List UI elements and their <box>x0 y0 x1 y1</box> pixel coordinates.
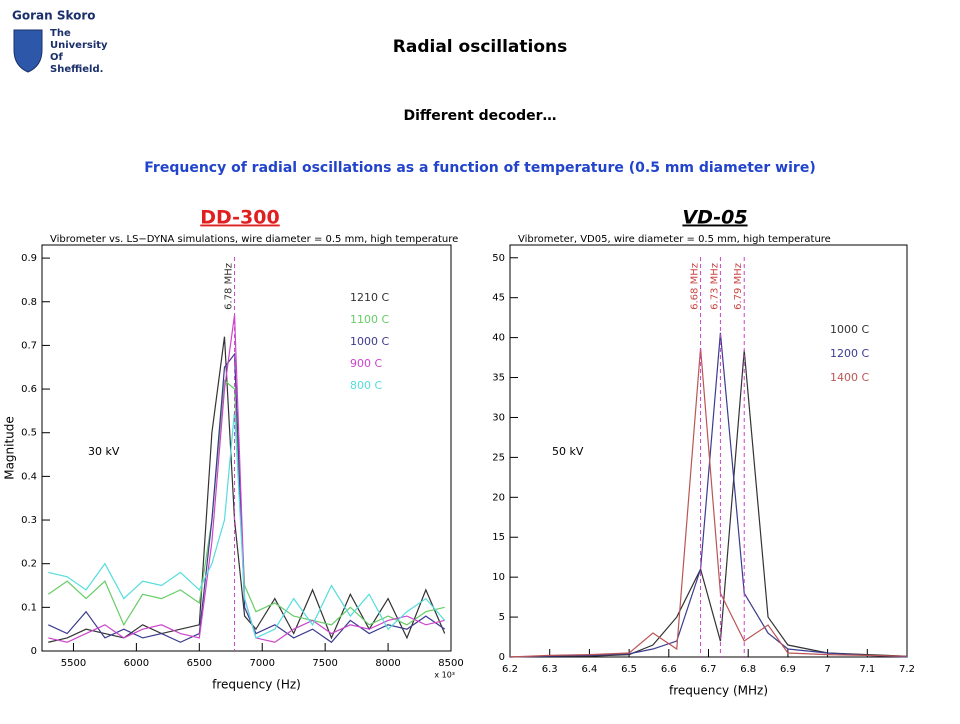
marker-label: 6.78 MHz <box>224 263 235 310</box>
x-tick-label: 7.1 <box>859 664 875 675</box>
x-tick-label: 6.7 <box>701 664 717 675</box>
y-tick-label: 40 <box>492 333 505 344</box>
y-tick-label: 45 <box>492 293 505 304</box>
legend-entry: 800 C <box>350 379 382 392</box>
y-tick-label: 0.4 <box>21 471 37 482</box>
university-line: Sheffield. <box>50 64 103 75</box>
x-tick-label: 6.8 <box>740 664 756 675</box>
marker-label: 6.68 MHz <box>690 263 701 310</box>
y-tick-label: 30 <box>492 412 505 423</box>
series-line <box>48 410 446 639</box>
y-tick-label: 50 <box>492 253 505 264</box>
x-tick-label: 6.9 <box>780 664 796 675</box>
y-tick-label: 0.8 <box>21 297 37 308</box>
legend-entry: 1100 C <box>350 313 389 326</box>
legend-entry: 900 C <box>350 357 382 370</box>
x-tick-label: 5500 <box>61 658 86 669</box>
y-tick-label: 0.6 <box>21 384 37 395</box>
x-axis-label: frequency (MHz) <box>669 684 768 698</box>
x-tick-label: 7000 <box>250 658 275 669</box>
x-tick-label: 6.2 <box>502 664 518 675</box>
x-tick-label: 7500 <box>312 658 337 669</box>
series-line <box>509 350 908 658</box>
chart-title: Vibrometer, VD05, wire diameter = 0.5 mm… <box>518 234 831 245</box>
x-tick-label: 7.2 <box>899 664 915 675</box>
y-tick-label: 0.1 <box>21 602 37 613</box>
author: Goran Skoro <box>12 9 96 23</box>
university-line: The <box>50 28 71 39</box>
legend-entry: 1200 C <box>830 347 869 360</box>
x-tick-label: 7 <box>824 664 830 675</box>
x-tick-label: 6.6 <box>661 664 677 675</box>
y-tick-label: 0 <box>31 646 37 657</box>
y-tick-label: 0.2 <box>21 559 37 570</box>
x-tick-label: 6.5 <box>621 664 637 675</box>
x-exponent-label: x 10³ <box>434 671 455 680</box>
x-tick-label: 8000 <box>375 658 400 669</box>
panel-label: DD-300 <box>200 207 279 229</box>
y-tick-label: 5 <box>499 612 505 623</box>
y-tick-label: 10 <box>492 572 505 583</box>
legend-entry: 1400 C <box>830 371 869 384</box>
y-tick-label: 25 <box>492 452 505 463</box>
x-tick-label: 6.3 <box>542 664 558 675</box>
legend-entry: 1210 C <box>350 291 389 304</box>
series-line <box>509 332 908 658</box>
x-tick-label: 6.4 <box>581 664 597 675</box>
x-tick-label: 6000 <box>124 658 149 669</box>
annotation: 50 kV <box>552 445 584 458</box>
legend-entry: 1000 C <box>830 323 869 336</box>
y-tick-label: 0.5 <box>21 428 37 439</box>
x-tick-label: 6500 <box>187 658 212 669</box>
series-line <box>509 347 908 658</box>
chart-title: Vibrometer vs. LS−DYNA simulations, wire… <box>50 234 458 245</box>
y-tick-label: 35 <box>492 373 505 384</box>
university-line: Of <box>50 52 64 63</box>
y-tick-label: 0.7 <box>21 340 37 351</box>
slide-subtitle: Different decoder… <box>403 108 556 124</box>
y-tick-label: 0.3 <box>21 515 37 526</box>
x-tick-label: 8500 <box>438 658 463 669</box>
marker-label: 6.79 MHz <box>733 263 744 310</box>
slide-title: Radial oscillations <box>393 37 567 57</box>
university-crest <box>13 29 43 73</box>
panel-label: VD-05 <box>682 207 747 229</box>
y-tick-label: 0.9 <box>21 253 37 264</box>
y-tick-label: 20 <box>492 492 505 503</box>
y-tick-label: 0 <box>499 652 505 663</box>
series-line <box>48 314 445 643</box>
series-line <box>48 336 446 643</box>
y-axis-label: Magnitude <box>3 416 17 480</box>
annotation: 30 kV <box>88 445 120 458</box>
series-line <box>47 379 445 627</box>
x-axis-label: frequency (Hz) <box>212 678 301 692</box>
slide-heading: Frequency of radial oscillations as a fu… <box>144 160 815 176</box>
marker-label: 6.73 MHz <box>709 263 720 310</box>
legend-entry: 1000 C <box>350 335 389 348</box>
plot-frame <box>41 244 452 652</box>
y-tick-label: 15 <box>492 532 505 543</box>
university-line: University <box>50 40 108 51</box>
series-line <box>48 352 446 644</box>
